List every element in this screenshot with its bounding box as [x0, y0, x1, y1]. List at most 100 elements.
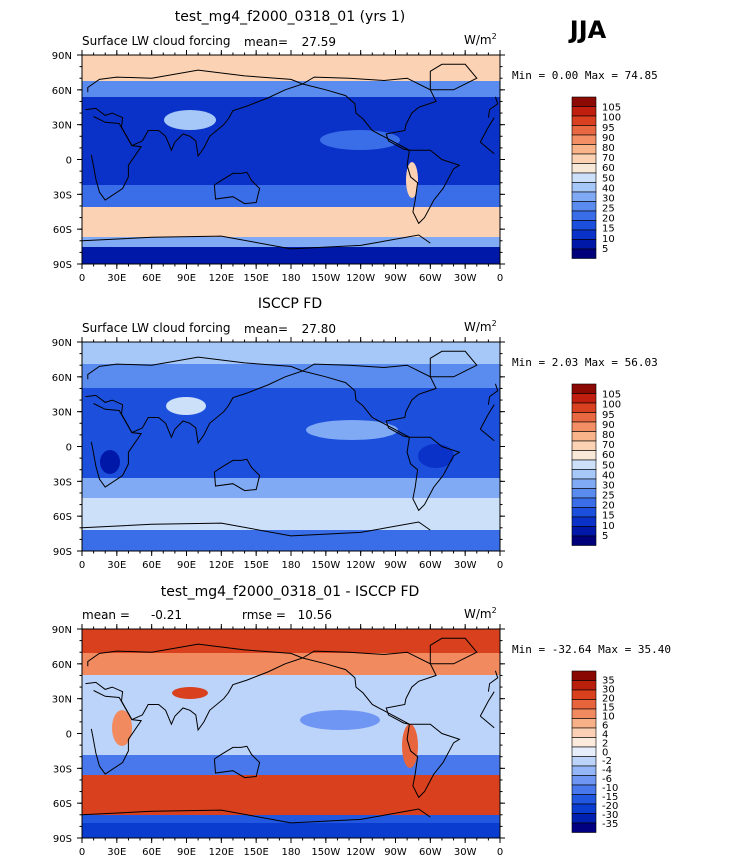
colorbar-box	[571, 125, 597, 136]
y-tick-label: 0	[66, 156, 72, 167]
coastline	[479, 404, 495, 430]
y-tick-label: 60N	[52, 660, 72, 671]
y-tick-label: 30S	[53, 764, 72, 775]
y-tick-label: 60N	[52, 373, 72, 384]
colorbar-box	[571, 163, 597, 174]
y-tick-label: 30S	[53, 477, 72, 488]
panel-title: ISCCP FD	[258, 296, 322, 312]
colorbar-label: -30	[602, 810, 618, 821]
colorbar-label: 10	[602, 521, 615, 532]
colorbar-box	[571, 689, 597, 700]
map-body	[82, 55, 500, 264]
mean-value: 27.80	[302, 322, 336, 336]
band-southern-ocean	[82, 498, 500, 530]
band-antarctic-coast	[82, 815, 500, 823]
y-tick-label: 30N	[52, 121, 72, 132]
colorbar-label: 105	[602, 390, 621, 401]
colorbar-label: 90	[602, 420, 615, 431]
coastline	[90, 690, 143, 775]
x-tick-label: 150E	[243, 273, 268, 284]
colorbar-box	[571, 497, 597, 508]
coastline	[487, 96, 499, 118]
y-tick-label: 90S	[53, 547, 72, 558]
colorbar-label: 100	[602, 400, 621, 411]
colorbar-label: -35	[602, 819, 618, 830]
band-arctic	[82, 55, 500, 81]
colorbar-box	[571, 96, 597, 107]
map-body	[82, 342, 500, 551]
colorbar-label: 20	[602, 693, 615, 704]
colorbar-box	[571, 144, 597, 155]
colorbar-label: 100	[602, 113, 621, 124]
x-tick-label: 60W	[419, 560, 442, 571]
x-tick-label: 60W	[419, 847, 442, 858]
panel-axes: 0 30E 60E 90E 120E 150E 180 150W 120W 90W 60W 30W 09…	[52, 50, 658, 284]
coastline	[487, 670, 499, 692]
colorbar-box	[571, 229, 597, 240]
band-southern-ocean	[82, 775, 500, 815]
colorbar-label: 70	[602, 153, 615, 164]
colorbar-box	[571, 746, 597, 757]
coastline	[406, 436, 461, 512]
field-label: Surface LW cloud forcing	[82, 321, 231, 335]
colorbar-label: 15	[602, 511, 615, 522]
x-tick-label: 90E	[177, 273, 196, 284]
colorbar-box	[571, 718, 597, 729]
colorbar-label: 10	[602, 711, 615, 722]
colorbar-label: 35	[602, 675, 615, 686]
x-tick-label: 0	[497, 273, 503, 284]
band-antarctica	[82, 530, 500, 551]
colorbar-box	[571, 737, 597, 748]
colorbar-box	[571, 526, 597, 537]
colorbar-label: -6	[602, 774, 612, 785]
min-max-readout: Min = 0.00 Max = 74.85	[512, 69, 658, 82]
colorbar-label: 20	[602, 501, 615, 512]
y-tick-label: 90N	[52, 625, 72, 636]
y-tick-label: 60S	[53, 512, 72, 523]
colorbar-label: 25	[602, 491, 615, 502]
colorbar-label: 50	[602, 460, 615, 471]
colorbar-label: 30	[602, 480, 615, 491]
colorbar-box	[571, 478, 597, 489]
colorbar-label: 70	[602, 440, 615, 451]
x-tick-label: 60E	[142, 273, 161, 284]
colorbar-label: 10	[602, 234, 615, 245]
panel-title: test_mg4_f2000_0318_01 (yrs 1)	[175, 9, 405, 25]
colorbar-box	[571, 182, 597, 193]
colorbar-label: -2	[602, 756, 612, 767]
colorbar-box	[571, 794, 597, 805]
colorbar-box	[571, 708, 597, 719]
x-tick-label: 0	[79, 560, 85, 571]
colorbar-label: 40	[602, 470, 615, 481]
colorbar-box	[571, 440, 597, 451]
coastline	[302, 363, 437, 438]
x-tick-label: 60W	[419, 273, 442, 284]
colorbar-label: 25	[602, 204, 615, 215]
mean-value: 27.59	[302, 35, 336, 49]
coastline	[479, 117, 495, 143]
coastline	[406, 723, 461, 799]
band-tropics	[82, 675, 500, 755]
y-tick-label: 30S	[53, 190, 72, 201]
colorbar-label: -10	[602, 783, 618, 794]
x-tick-label: 120E	[209, 847, 234, 858]
panel-axes: 0 30E 60E 90E 120E 150E 180 150W 120W 90W 60W 30W 09…	[52, 624, 671, 858]
africa-wet-region	[100, 450, 120, 474]
colorbar-box	[571, 153, 597, 164]
map-body	[82, 629, 500, 838]
colorbar-box	[571, 393, 597, 404]
x-tick-label: 120W	[346, 560, 375, 571]
colorbar-box	[571, 507, 597, 518]
x-tick-label: 90W	[384, 560, 407, 571]
units-label: W/m2	[464, 606, 497, 621]
pacific-diff-region	[300, 710, 380, 730]
band-north-mid	[82, 364, 500, 388]
coastline	[213, 745, 261, 779]
min-max-readout: Min = -32.64 Max = 35.40	[512, 643, 671, 656]
colorbar-box	[571, 516, 597, 527]
colorbar-label: 80	[602, 143, 615, 154]
coastline	[302, 650, 437, 725]
coastline	[479, 141, 495, 155]
coastlines	[82, 350, 499, 537]
colorbar-box	[571, 727, 597, 738]
